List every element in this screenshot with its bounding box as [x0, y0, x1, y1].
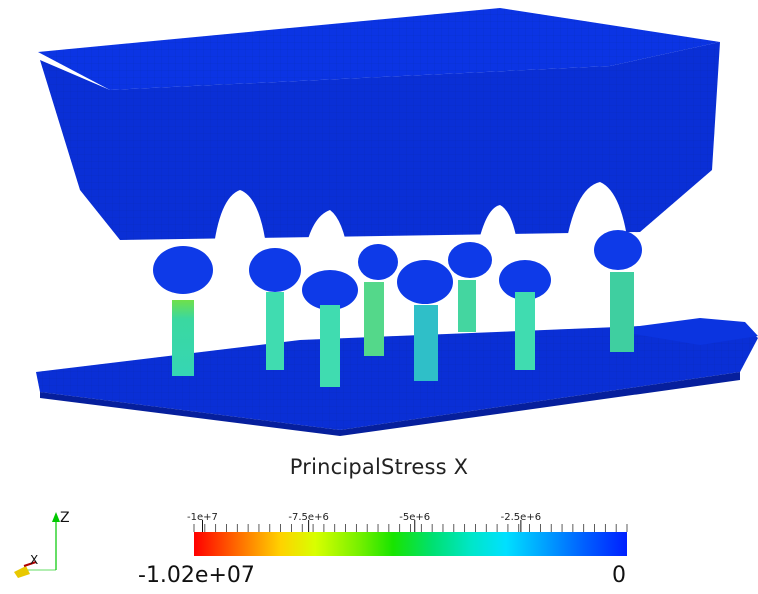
tick-label-4: -2.5e+6	[500, 512, 542, 523]
tick-label-2: -7.5e+6	[288, 512, 329, 523]
column-3	[320, 305, 340, 387]
column-capitals	[153, 230, 642, 310]
z-axis-label: Z	[60, 510, 70, 526]
x-axis-label: X	[30, 553, 38, 567]
3d-render-view[interactable]	[0, 0, 758, 440]
tick-label-1: -1e+7	[187, 512, 218, 523]
tick-label-3: -5e+6	[399, 512, 431, 523]
column-1	[172, 300, 194, 376]
legend-title: PrincipalStress X	[289, 455, 469, 479]
column-7	[515, 292, 535, 370]
color-legend-bar	[194, 532, 627, 556]
column-4	[364, 282, 384, 356]
base-slab	[36, 318, 758, 436]
column-6	[458, 280, 476, 332]
orientation-axes-widget: Z X	[14, 510, 70, 578]
range-min-label: -1.02e+07	[138, 563, 255, 588]
roof-block	[38, 8, 720, 240]
range-max-label: 0	[612, 563, 626, 588]
column-5	[414, 305, 438, 381]
column-2	[266, 292, 284, 370]
colorbar-ticks	[193, 520, 628, 532]
column-8	[610, 272, 634, 352]
z-axis-arrow-icon	[52, 512, 60, 522]
x-axis-arrow-icon	[14, 566, 30, 578]
column-shafts	[172, 272, 634, 387]
